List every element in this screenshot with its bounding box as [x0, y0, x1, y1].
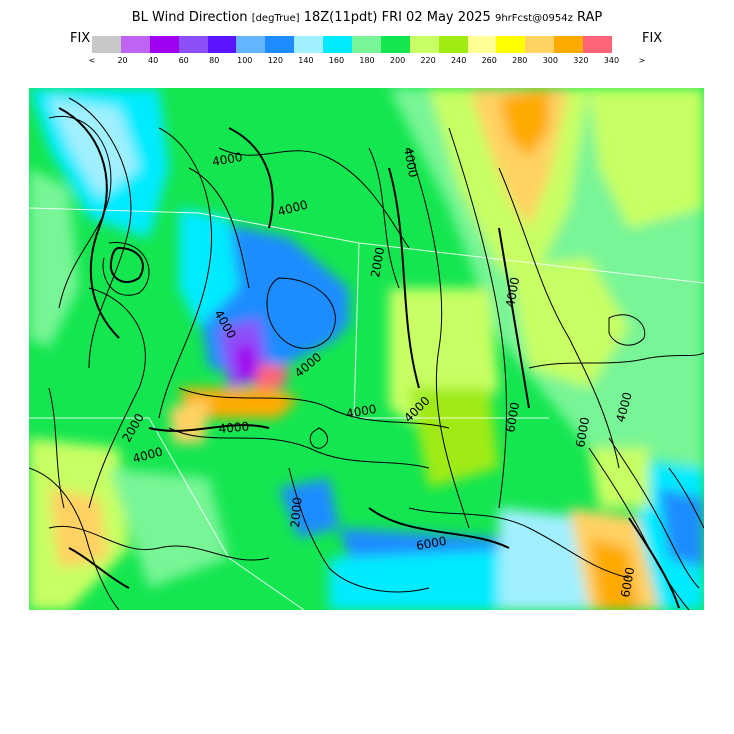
legend-swatches	[92, 36, 613, 53]
legend-swatch	[496, 36, 526, 53]
contour-label: 2000	[288, 497, 305, 529]
legend-swatch	[178, 36, 208, 53]
legend-swatch	[583, 36, 613, 53]
contour-label: 4000	[401, 146, 420, 179]
wind-direction-fill	[29, 88, 704, 610]
major-contours	[58, 107, 680, 609]
state-boundaries	[29, 207, 704, 610]
contour-label: 6000	[618, 566, 637, 599]
legend-ticks: < > 20 40 60 80 100 120 140 160 180 200 220 240 260 2…	[88, 56, 646, 68]
contour-label: 6000	[573, 416, 592, 449]
legend-under-label: <	[88, 56, 96, 65]
legend-swatch	[352, 36, 381, 53]
legend-tick-label: 140	[298, 56, 314, 65]
legend-tick-label: 240	[451, 56, 467, 65]
contour-label: 4000	[218, 419, 250, 436]
contour-label: 4000	[503, 276, 522, 309]
contour-label: 4000	[211, 150, 244, 169]
weather-map: 4000 4000 4000 2000 4000 4000 4000 2000 …	[29, 88, 704, 610]
legend-tick-label: 280	[512, 56, 528, 65]
fix-label-left: FIX	[70, 31, 91, 46]
contour-lines	[29, 97, 704, 610]
contour-label: 4000	[345, 402, 378, 421]
legend-over-label: >	[638, 56, 646, 65]
legend-tick-label: 320	[573, 56, 589, 65]
legend-swatch	[149, 36, 179, 53]
title-valid-time: 18Z(11pdt) FRI 02 May 2025	[303, 10, 491, 25]
legend-tick-label: 100	[237, 56, 253, 65]
contour-label: 2000	[368, 246, 387, 279]
legend-swatch	[554, 36, 584, 53]
title-field: BL Wind Direction	[131, 10, 248, 25]
legend-tick-label: 300	[542, 56, 558, 65]
legend-swatch	[120, 36, 150, 53]
legend-tick-label: 200	[389, 56, 406, 65]
legend-tick-label: 220	[420, 56, 436, 65]
legend-swatch	[409, 36, 439, 53]
legend-tick-label: 80	[209, 56, 220, 65]
legend-tick-label: 260	[481, 56, 497, 65]
map-canvas: 4000 4000 4000 2000 4000 4000 4000 2000 …	[29, 88, 704, 610]
legend-tick-label: 160	[328, 56, 345, 65]
legend-tick-label: 40	[148, 56, 159, 65]
contour-label: 6000	[503, 401, 522, 434]
legend-swatch	[525, 36, 555, 53]
legend-swatch	[467, 36, 497, 53]
color-legend: BL Wind Direction [degTrue] 18Z(11pdt) F…	[0, 0, 734, 80]
legend-tick-label: 60	[178, 56, 189, 65]
title-model: RAP	[577, 10, 603, 25]
contour-label-group: 4000 4000 4000 2000 4000 4000 4000 2000 …	[119, 146, 637, 598]
legend-swatch	[236, 36, 266, 53]
legend-tick-label: 180	[359, 56, 375, 65]
title-units: [degTrue]	[251, 13, 300, 24]
title-forecast: 9hrFcst@0954z	[494, 13, 573, 24]
legend-swatch	[294, 36, 324, 53]
legend-swatch	[207, 36, 237, 53]
legend-swatch	[438, 36, 468, 53]
fix-label-right: FIX	[642, 31, 663, 46]
legend-swatch	[92, 36, 121, 53]
legend-swatch	[265, 36, 295, 53]
legend-swatch	[380, 36, 410, 53]
chart-title: BL Wind Direction [degTrue] 18Z(11pdt) F…	[0, 10, 734, 25]
legend-tick-label: 20	[117, 56, 128, 65]
legend-tick-label: 340	[603, 56, 620, 65]
contour-label: 6000	[415, 534, 448, 553]
legend-swatch	[323, 36, 353, 53]
legend-tick-label: 120	[267, 56, 283, 65]
